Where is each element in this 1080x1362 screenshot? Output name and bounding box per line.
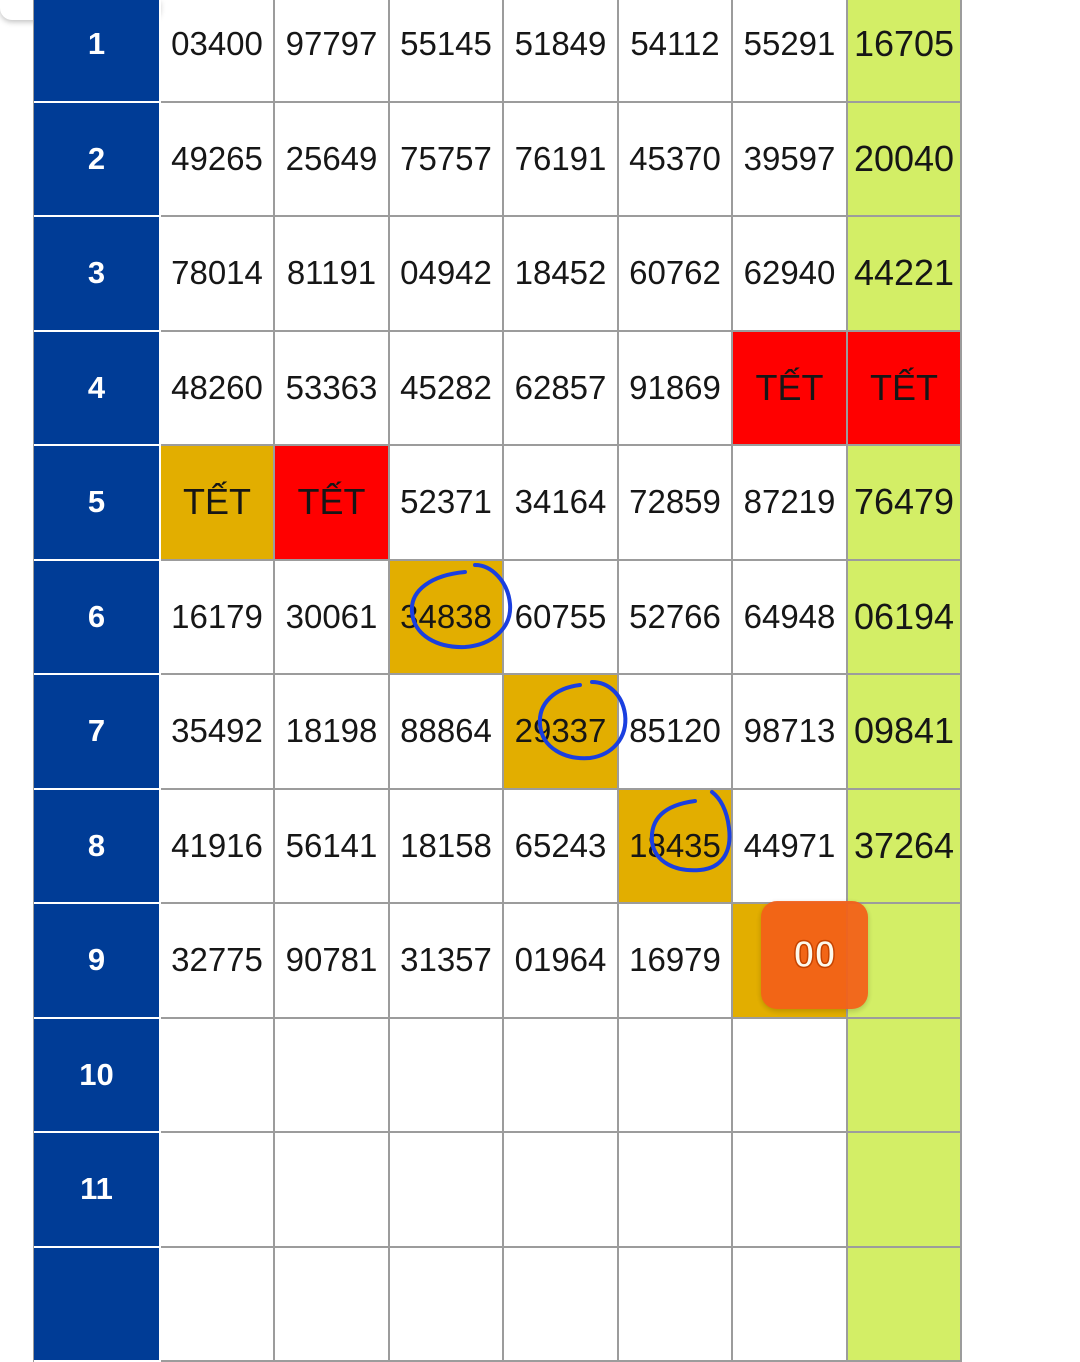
table-cell (275, 1019, 390, 1134)
table-cell: 51849 (504, 0, 619, 103)
table-cell: 62940 (733, 217, 848, 332)
table-cell: 60762 (619, 217, 733, 332)
table-cell: 97797 (275, 0, 390, 103)
table-cell: 98713 (733, 675, 848, 790)
table-cell (161, 1248, 275, 1362)
row-header: 1 (34, 0, 161, 103)
table-cell (619, 1133, 733, 1248)
table-cell: 87219 (733, 446, 848, 561)
table-cell: 18198 (275, 675, 390, 790)
table-cell (733, 1248, 848, 1362)
row-header: 11 (34, 1133, 161, 1248)
table-cell: 31357 (390, 904, 504, 1019)
table-cell: 09841 (848, 675, 962, 790)
table-cell: 55291 (733, 0, 848, 103)
table-cell: 90781 (275, 904, 390, 1019)
table-cell: 78014 (161, 217, 275, 332)
table-cell: 72859 (619, 446, 733, 561)
row-header: 4 (34, 332, 161, 447)
table-cell: 41916 (161, 790, 275, 905)
row-header: 8 (34, 790, 161, 905)
table-cell: 54112 (619, 0, 733, 103)
table-cell: 52371 (390, 446, 504, 561)
table-cell (504, 1019, 619, 1134)
floating-badge-button[interactable]: 00 (761, 901, 868, 1009)
row-header: 5 (34, 446, 161, 561)
table-cell: 75757 (390, 103, 504, 218)
table-cell (619, 1019, 733, 1134)
table-cell: 32775 (161, 904, 275, 1019)
table-cell: 03400 (161, 0, 275, 103)
table-cell: 06194 (848, 561, 962, 676)
table-cell: 64948 (733, 561, 848, 676)
table-cell: 16705 (848, 0, 962, 103)
row-header: 7 (34, 675, 161, 790)
table-cell: 52766 (619, 561, 733, 676)
table-cell (275, 1248, 390, 1362)
table-cell: 18158 (390, 790, 504, 905)
table-cell: 91869 (619, 332, 733, 447)
table-cell: 53363 (275, 332, 390, 447)
table-cell: 20040 (848, 103, 962, 218)
table-cell: 01964 (504, 904, 619, 1019)
table-cell: 60755 (504, 561, 619, 676)
row-header (34, 1248, 161, 1362)
table-cell: 81191 (275, 217, 390, 332)
table-cell: 39597 (733, 103, 848, 218)
table-cell: 44221 (848, 217, 962, 332)
table-cell (733, 1133, 848, 1248)
table-cell: 34838 (390, 561, 504, 676)
table-cell (390, 1248, 504, 1362)
table-cell: TẾT (733, 332, 848, 447)
table-cell: 88864 (390, 675, 504, 790)
table-cell: 35492 (161, 675, 275, 790)
table-cell (848, 1248, 962, 1362)
table-cell (161, 1133, 275, 1248)
row-header: 2 (34, 103, 161, 218)
table-cell (390, 1133, 504, 1248)
row-header: 6 (34, 561, 161, 676)
table-cell: 34164 (504, 446, 619, 561)
table-cell: 62857 (504, 332, 619, 447)
table-cell: 37264 (848, 790, 962, 905)
table-cell (848, 1019, 962, 1134)
table-cell: 76191 (504, 103, 619, 218)
table-cell (504, 1133, 619, 1248)
table-cell: 49265 (161, 103, 275, 218)
row-header: 3 (34, 217, 161, 332)
table-cell: 30061 (275, 561, 390, 676)
table-cell (619, 1248, 733, 1362)
table-cell: 55145 (390, 0, 504, 103)
table-cell (504, 1248, 619, 1362)
row-header: 10 (34, 1019, 161, 1134)
table-cell (390, 1019, 504, 1134)
table-cell: 04942 (390, 217, 504, 332)
table-cell (275, 1133, 390, 1248)
table-cell: 25649 (275, 103, 390, 218)
table-cell: 85120 (619, 675, 733, 790)
table-cell: TẾT (161, 446, 275, 561)
table-cell: TẾT (275, 446, 390, 561)
row-header: 9 (34, 904, 161, 1019)
table-cell: TẾT (848, 332, 962, 447)
table-cell: 76479 (848, 446, 962, 561)
table-cell: 18435 (619, 790, 733, 905)
table-cell: 45370 (619, 103, 733, 218)
table-cell: 65243 (504, 790, 619, 905)
table-cell: 29337 (504, 675, 619, 790)
table-cell: 56141 (275, 790, 390, 905)
table-cell (161, 1019, 275, 1134)
table-cell: 16179 (161, 561, 275, 676)
table-cell: 18452 (504, 217, 619, 332)
table-cell: 48260 (161, 332, 275, 447)
table-cell: 16979 (619, 904, 733, 1019)
table-cell: 44971 (733, 790, 848, 905)
table-cell (733, 1019, 848, 1134)
table-cell: 45282 (390, 332, 504, 447)
table-cell (848, 1133, 962, 1248)
